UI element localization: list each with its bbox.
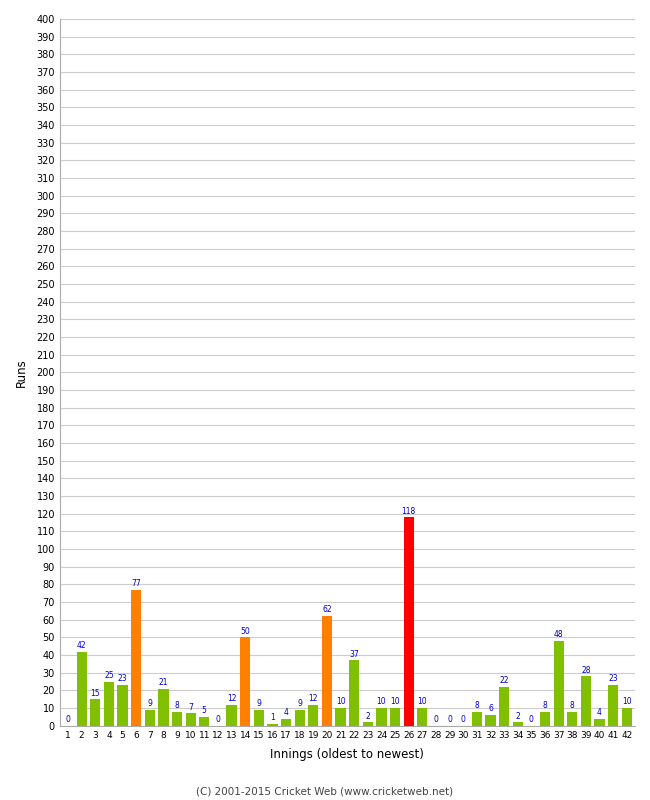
Bar <box>131 590 141 726</box>
Bar <box>390 708 400 726</box>
Text: 62: 62 <box>322 606 332 614</box>
Text: 9: 9 <box>297 699 302 708</box>
Text: 77: 77 <box>131 579 141 588</box>
Bar <box>281 718 291 726</box>
Bar <box>540 712 550 726</box>
Bar <box>118 685 127 726</box>
Bar <box>335 708 346 726</box>
Text: 37: 37 <box>349 650 359 658</box>
Text: 118: 118 <box>402 506 416 515</box>
Text: 21: 21 <box>159 678 168 687</box>
Text: 50: 50 <box>240 626 250 636</box>
Text: 12: 12 <box>309 694 318 703</box>
Text: 1: 1 <box>270 714 275 722</box>
Bar <box>595 718 604 726</box>
Y-axis label: Runs: Runs <box>15 358 28 386</box>
Text: 42: 42 <box>77 641 86 650</box>
Bar <box>567 712 577 726</box>
Bar <box>376 708 387 726</box>
Bar <box>294 710 305 726</box>
Text: 2: 2 <box>365 711 370 721</box>
Text: (C) 2001-2015 Cricket Web (www.cricketweb.net): (C) 2001-2015 Cricket Web (www.cricketwe… <box>196 786 454 796</box>
Bar <box>90 699 100 726</box>
Bar <box>145 710 155 726</box>
Bar <box>472 712 482 726</box>
Bar <box>185 714 196 726</box>
Bar <box>581 676 591 726</box>
Text: 12: 12 <box>227 694 237 703</box>
Text: 23: 23 <box>118 674 127 683</box>
Bar <box>486 715 496 726</box>
Bar <box>240 638 250 726</box>
Bar <box>77 651 86 726</box>
Bar <box>308 705 318 726</box>
Bar <box>499 687 509 726</box>
Bar <box>363 722 373 726</box>
Bar <box>349 661 359 726</box>
Bar <box>226 705 237 726</box>
Bar <box>608 685 618 726</box>
Text: 0: 0 <box>461 715 465 724</box>
Text: 10: 10 <box>376 698 386 706</box>
Text: 4: 4 <box>597 708 602 717</box>
Text: 25: 25 <box>104 671 114 680</box>
Text: 6: 6 <box>488 705 493 714</box>
Bar <box>554 641 564 726</box>
Text: 22: 22 <box>499 676 509 685</box>
Text: 10: 10 <box>622 698 632 706</box>
Bar <box>172 712 182 726</box>
Text: 23: 23 <box>608 674 618 683</box>
Text: 7: 7 <box>188 702 193 712</box>
Bar <box>199 717 209 726</box>
Text: 15: 15 <box>90 689 100 698</box>
Text: 0: 0 <box>216 715 220 724</box>
X-axis label: Innings (oldest to newest): Innings (oldest to newest) <box>270 748 424 761</box>
Bar <box>254 710 264 726</box>
Text: 8: 8 <box>474 701 479 710</box>
Text: 0: 0 <box>66 715 70 724</box>
Text: 10: 10 <box>336 698 345 706</box>
Bar <box>267 724 278 726</box>
Text: 8: 8 <box>175 701 179 710</box>
Bar <box>322 616 332 726</box>
Bar <box>104 682 114 726</box>
Bar <box>159 689 168 726</box>
Text: 48: 48 <box>554 630 564 639</box>
Text: 10: 10 <box>390 698 400 706</box>
Text: 0: 0 <box>447 715 452 724</box>
Text: 8: 8 <box>570 701 575 710</box>
Text: 8: 8 <box>543 701 547 710</box>
Text: 9: 9 <box>148 699 152 708</box>
Text: 9: 9 <box>256 699 261 708</box>
Text: 28: 28 <box>581 666 591 674</box>
Bar <box>621 708 632 726</box>
Bar <box>404 518 414 726</box>
Bar <box>417 708 428 726</box>
Text: 5: 5 <box>202 706 207 715</box>
Text: 4: 4 <box>283 708 289 717</box>
Text: 10: 10 <box>417 698 427 706</box>
Text: 0: 0 <box>434 715 439 724</box>
Text: 0: 0 <box>529 715 534 724</box>
Bar <box>513 722 523 726</box>
Text: 2: 2 <box>515 711 520 721</box>
